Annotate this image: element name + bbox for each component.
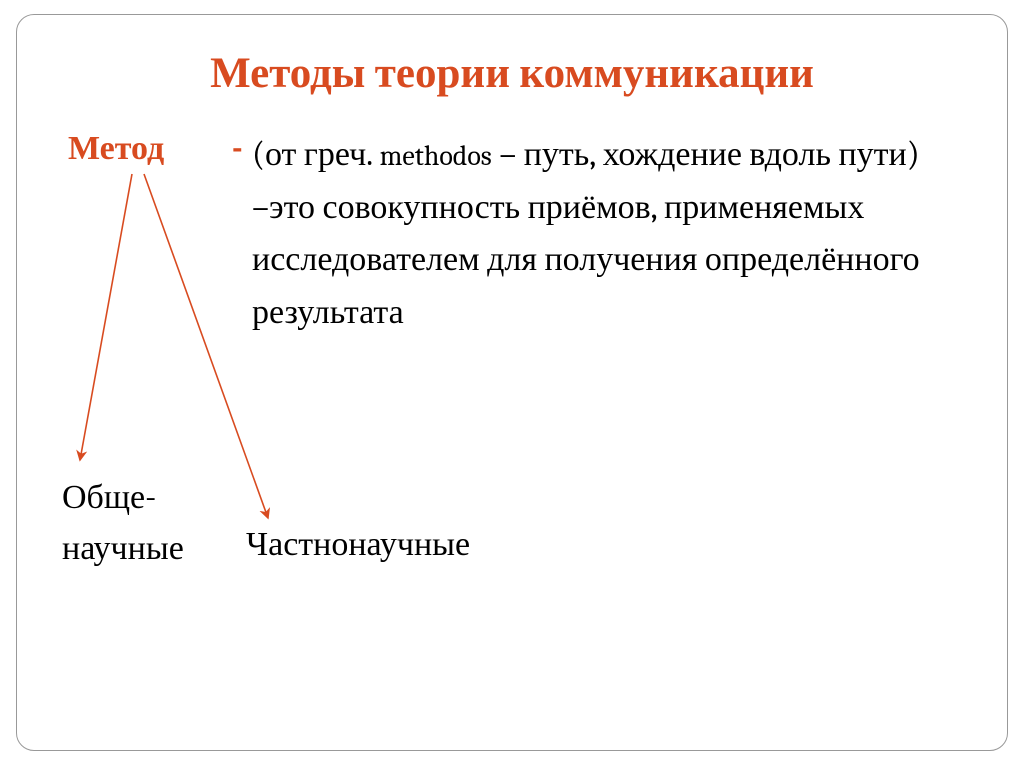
definition-dash: - (232, 128, 243, 168)
definition-text: (от греч. methodos – путь, хождение вдол… (252, 128, 932, 339)
term-label: Метод (68, 128, 164, 168)
definition-latin: methodos (380, 140, 492, 172)
definition-prefix: (от греч. (252, 134, 380, 174)
branch-left-line1: Обще- (62, 472, 184, 523)
slide-frame (16, 14, 1008, 751)
branch-right: Частнонаучные (246, 524, 470, 564)
slide: Методы теории коммуникации Метод - (от г… (0, 0, 1024, 767)
branch-left-line2: научные (62, 523, 184, 574)
slide-title: Методы теории коммуникации (0, 48, 1024, 98)
branch-left: Обще- научные (62, 472, 184, 574)
